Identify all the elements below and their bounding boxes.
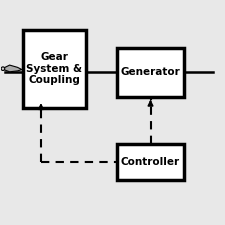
Circle shape xyxy=(1,67,5,70)
Text: Controller: Controller xyxy=(121,157,180,167)
Polygon shape xyxy=(2,65,22,72)
Bar xyxy=(117,48,184,97)
Text: Generator: Generator xyxy=(121,67,180,77)
Bar xyxy=(117,144,184,180)
Bar xyxy=(23,30,86,108)
Text: Gear
System &
Coupling: Gear System & Coupling xyxy=(26,52,82,86)
